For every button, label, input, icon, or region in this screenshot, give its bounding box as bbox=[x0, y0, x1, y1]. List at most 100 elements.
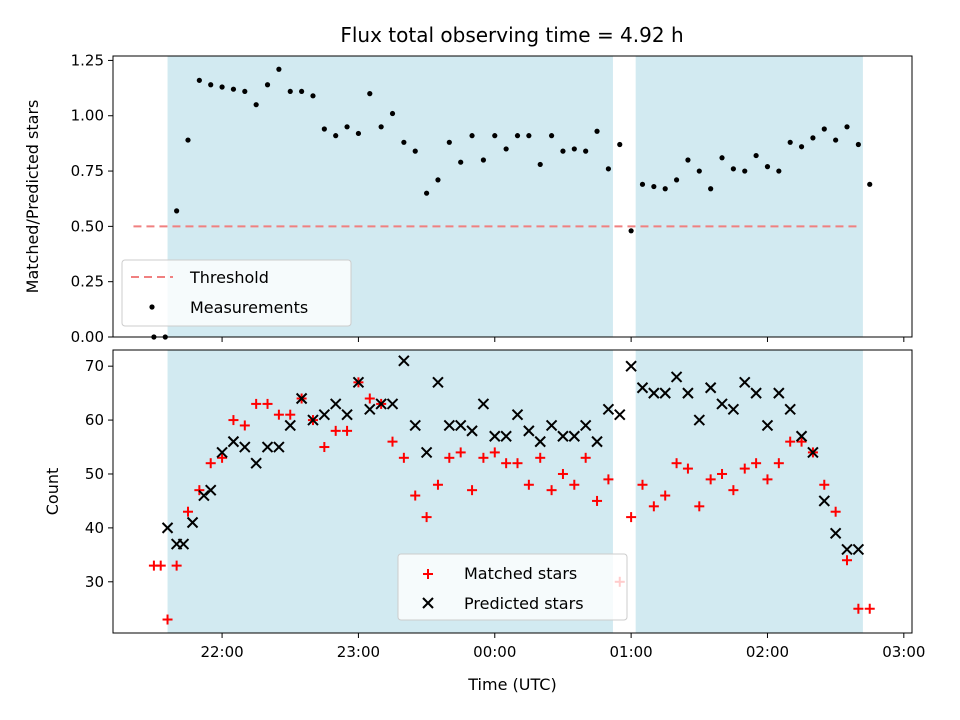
predicted-point bbox=[534, 435, 546, 448]
predicted-point bbox=[841, 543, 853, 556]
x-axis-label: Time (UTC) bbox=[467, 675, 556, 694]
measurement-point bbox=[855, 141, 861, 148]
predicted-point-b bbox=[670, 371, 683, 383]
predicted-point bbox=[625, 360, 637, 372]
predicted-point bbox=[750, 387, 762, 399]
x-tick-label: 03:00 bbox=[882, 643, 925, 661]
predicted-point bbox=[161, 522, 174, 534]
predicted-point bbox=[454, 419, 467, 432]
measurement-point bbox=[435, 177, 441, 183]
legend-threshold-label: Threshold bbox=[189, 268, 269, 287]
measurement-point bbox=[196, 77, 202, 83]
predicted-point-b bbox=[364, 403, 376, 416]
measurement-point bbox=[787, 139, 793, 145]
predicted-point bbox=[186, 516, 199, 529]
predicted-point bbox=[420, 446, 433, 459]
measurement-point bbox=[673, 177, 680, 183]
measurement-point bbox=[719, 155, 725, 161]
measurement-point bbox=[753, 152, 759, 159]
top-y-tick-label: 0.75 bbox=[71, 162, 104, 180]
matched-point bbox=[648, 501, 659, 512]
predicted-point-b bbox=[659, 387, 671, 399]
top-y-tick-label: 0.25 bbox=[71, 273, 104, 291]
predicted-point-b bbox=[523, 425, 535, 437]
predicted-point-b bbox=[186, 516, 199, 529]
matched-point bbox=[205, 458, 216, 469]
matched-point bbox=[364, 393, 375, 404]
measurement-point bbox=[764, 164, 771, 170]
x-tick-label: 23:00 bbox=[337, 643, 380, 661]
predicted-point bbox=[329, 398, 342, 410]
predicted-point bbox=[198, 489, 210, 502]
predicted-point-b bbox=[818, 495, 830, 507]
matched-point bbox=[217, 452, 228, 463]
predicted-point-b bbox=[534, 435, 546, 448]
matched-point bbox=[705, 474, 716, 485]
matched-point bbox=[330, 425, 341, 436]
predicted-point bbox=[318, 408, 331, 421]
bottom-legend: Matched stars Predicted stars bbox=[397, 553, 628, 621]
matched-point bbox=[523, 479, 534, 490]
bottom-panel: 30 40 50 60 70 22:00 23:00 00:00 01:00 02:00 03:00… bbox=[43, 349, 925, 694]
predicted-point bbox=[341, 408, 353, 421]
predicted-point-b bbox=[409, 419, 421, 432]
measurement-point bbox=[548, 133, 555, 139]
measurement-point bbox=[867, 181, 873, 187]
predicted-point bbox=[523, 425, 535, 437]
predicted-point-b bbox=[307, 414, 319, 426]
measurement-point bbox=[776, 168, 782, 174]
measurement-point bbox=[174, 208, 180, 214]
predicted-point bbox=[284, 419, 296, 432]
matched-point bbox=[239, 420, 250, 431]
matched-point bbox=[773, 458, 784, 469]
predicted-point-b bbox=[386, 398, 399, 410]
legend-matched-label: Matched stars bbox=[464, 564, 577, 583]
measurement-point bbox=[367, 91, 373, 97]
measurement-point bbox=[310, 93, 316, 99]
measurement-point bbox=[242, 88, 248, 95]
predicted-point-b bbox=[318, 408, 331, 421]
measurement-point bbox=[287, 88, 293, 95]
matched-point bbox=[342, 425, 353, 436]
measurement-point bbox=[526, 133, 532, 139]
measurement-point bbox=[378, 124, 384, 130]
predicted-point bbox=[489, 430, 501, 442]
observing-window-2 bbox=[635, 56, 863, 337]
matched-point bbox=[444, 452, 455, 463]
matched-point bbox=[603, 474, 614, 485]
predicted-point bbox=[295, 392, 308, 405]
top-y-tick-label: 1.00 bbox=[71, 107, 104, 125]
predicted-point-b bbox=[352, 376, 365, 389]
matched-point bbox=[262, 398, 273, 409]
predicted-point-b bbox=[614, 408, 626, 421]
predicted-point bbox=[375, 398, 387, 410]
predicted-point bbox=[205, 484, 217, 496]
predicted-point-b bbox=[795, 430, 808, 442]
measurement-point bbox=[537, 161, 543, 168]
predicted-point bbox=[557, 430, 569, 442]
matched-point bbox=[728, 485, 739, 496]
matched-point bbox=[569, 479, 580, 490]
predicted-point-b bbox=[784, 403, 796, 416]
matched-point bbox=[546, 485, 557, 496]
predicted-point bbox=[727, 403, 740, 416]
bottom-y-tick-label: 70 bbox=[85, 357, 104, 375]
predicted-point bbox=[579, 419, 592, 432]
predicted-point-b bbox=[161, 522, 174, 534]
predicted-point-b bbox=[568, 430, 581, 442]
matched-point bbox=[751, 458, 762, 469]
matched-point bbox=[319, 442, 330, 453]
predicted-point bbox=[216, 446, 228, 459]
matched-point bbox=[819, 479, 830, 490]
predicted-point bbox=[716, 398, 728, 410]
matched-point bbox=[512, 458, 523, 469]
predicted-point-b bbox=[829, 527, 842, 539]
predicted-point bbox=[591, 435, 603, 448]
predicted-point-b bbox=[841, 543, 853, 556]
bottom-legend-box bbox=[397, 553, 628, 621]
matched-point bbox=[162, 614, 173, 625]
matched-point bbox=[592, 495, 603, 506]
predicted-point bbox=[829, 527, 842, 539]
matched-point bbox=[660, 490, 671, 501]
predicted-point-b bbox=[693, 414, 706, 426]
